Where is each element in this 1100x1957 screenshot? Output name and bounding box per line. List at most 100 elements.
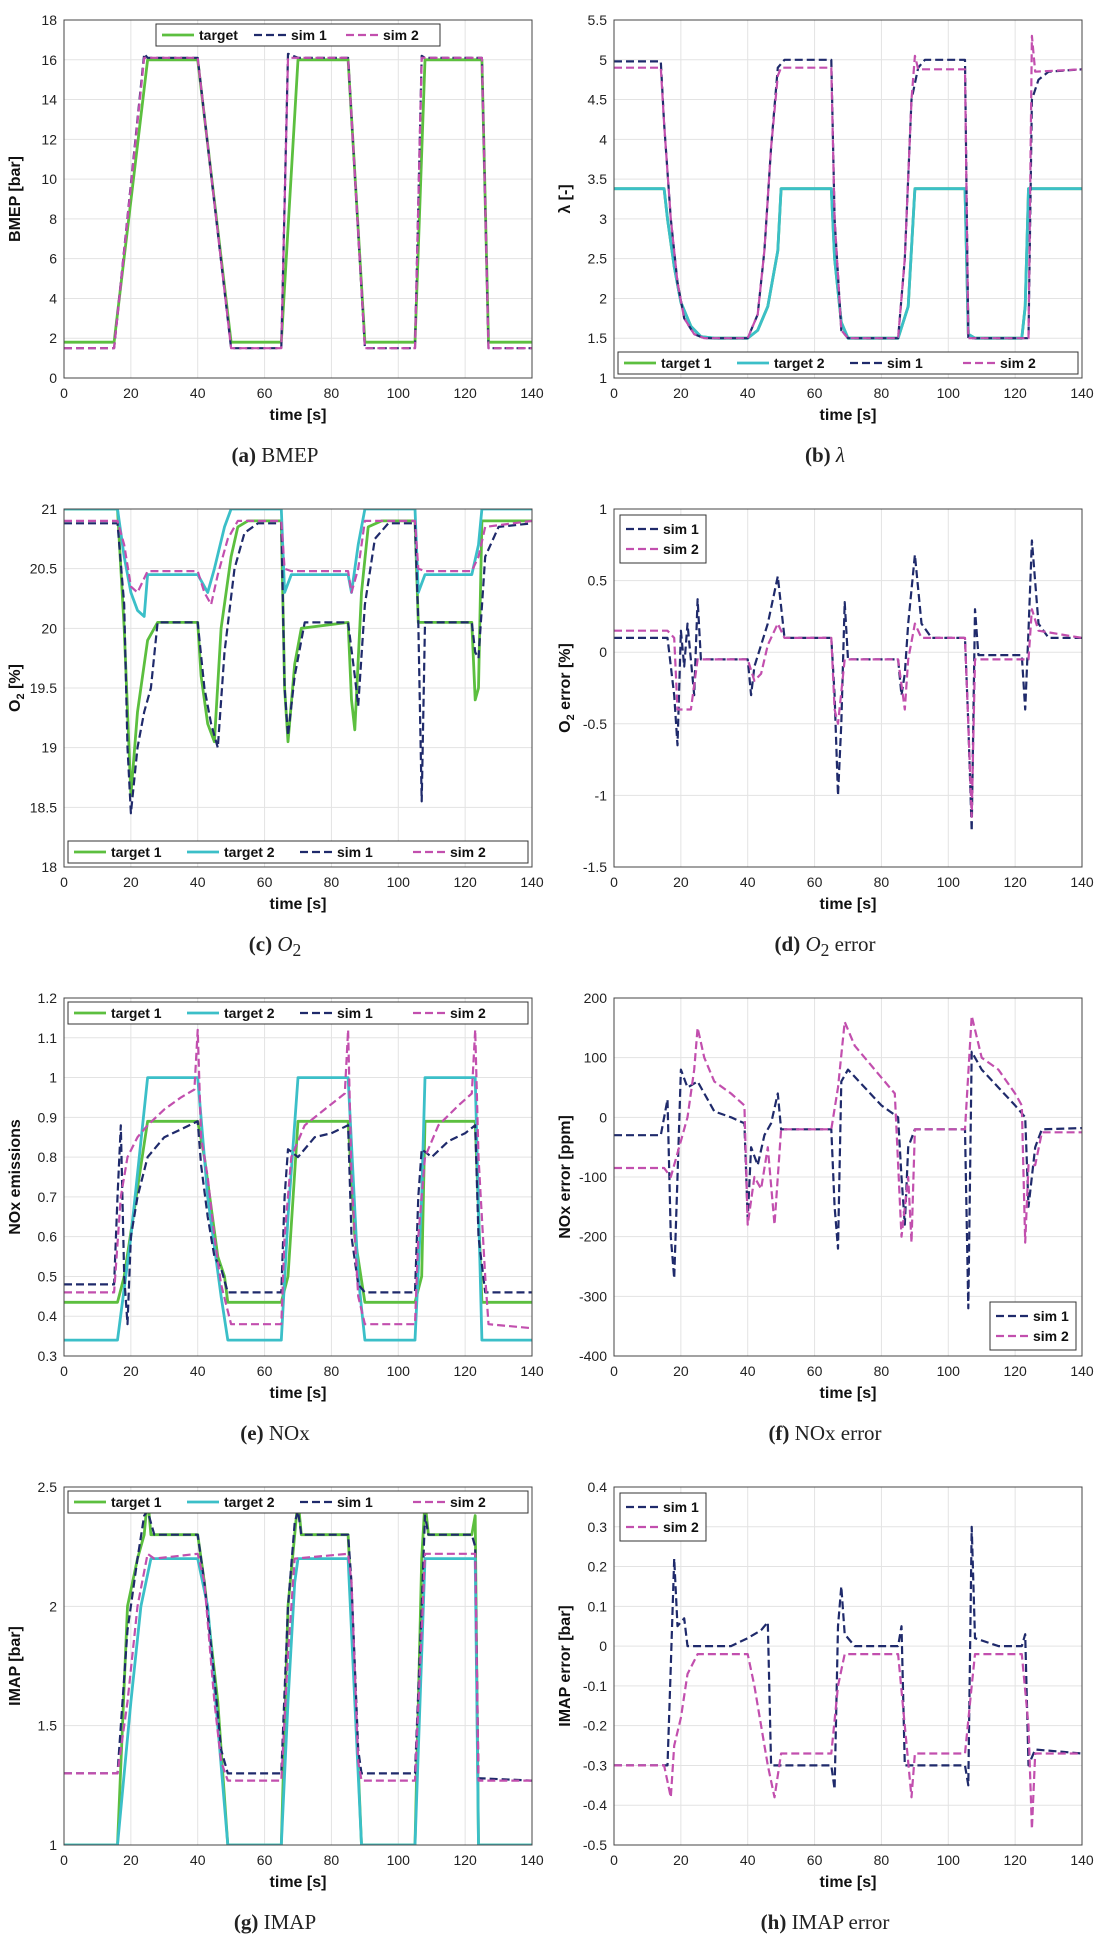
x-tick-label: 40 [740, 874, 756, 890]
y-tick-label: 20 [41, 620, 57, 636]
caption-letter: (b) [804, 443, 831, 467]
x-tick-label: 140 [1070, 874, 1094, 890]
x-tick-label: 80 [324, 385, 340, 401]
chart-imap: 0 20 40 60 80 100 120 140 1 1.5 2 2.5 time [s] IMAP [… [7, 1479, 544, 1891]
y-tick-label: 0.4 [38, 1308, 58, 1324]
x-tick-label: 0 [610, 1852, 618, 1868]
series-line-sim-2 [64, 1028, 532, 1330]
caption-o2: (c) O2 [0, 932, 550, 961]
series-line-target-2 [64, 1557, 532, 1845]
legend-label: target 1 [111, 1494, 162, 1510]
x-tick-label: 120 [453, 1852, 477, 1868]
legend: target 1 target 2 sim 1 sim 2 [67, 840, 529, 864]
legend-label: sim 2 [383, 27, 419, 43]
legend-label: target 2 [774, 355, 825, 371]
y-tick-label: 12 [41, 131, 57, 147]
y-tick-label: 1.1 [38, 1030, 58, 1046]
caption-bmep: (a) BMEP [0, 443, 550, 468]
x-tick-label: 0 [610, 385, 618, 401]
y-tick-label: 200 [584, 990, 608, 1006]
x-tick-label: 100 [937, 1363, 961, 1379]
y-tick-label: 0 [49, 370, 57, 386]
legend-label: target 1 [661, 355, 712, 371]
series-line-sim-2 [64, 1552, 532, 1782]
y-tick-label: 0.1 [588, 1598, 608, 1614]
x-tick-label: 80 [874, 1852, 890, 1868]
x-tick-label: 20 [123, 1852, 139, 1868]
x-tick-label: 40 [740, 1363, 756, 1379]
y-tick-label: -400 [579, 1348, 607, 1364]
x-tick-label: 60 [257, 874, 273, 890]
legend-box [619, 514, 707, 564]
caption-text: NOx error [794, 1421, 882, 1445]
x-tick-label: 0 [60, 874, 68, 890]
y-tick-label: 4 [49, 290, 57, 306]
y-tick-label: 2 [49, 330, 57, 346]
y-tick-label: -300 [579, 1288, 607, 1304]
legend-box [617, 351, 1079, 375]
chart-o2-error: 0 20 40 60 80 100 120 140 -1.5 -1 -0.5 0 0.5 1 time [s… [557, 501, 1094, 913]
series-line-sim-2 [614, 608, 1082, 818]
chart-bmep: 0 20 40 60 80 100 120 140 0 2 4 6 8 10 12 14 16 18 time [s… [7, 12, 544, 424]
x-axis-label: time [s] [270, 896, 327, 913]
legend-label: sim 1 [337, 1005, 373, 1021]
series-group [64, 1028, 532, 1342]
series-line-target-2 [64, 509, 532, 618]
chart-lambda: 0 20 40 60 80 100 120 140 1 1.5 2 2.5 3 3.5 4 4.5 5 5.5 ti… [557, 12, 1094, 424]
legend-label: sim 1 [663, 1499, 699, 1515]
legend: sim 1 sim 2 [619, 514, 707, 564]
legend-label: sim 1 [1033, 1308, 1069, 1324]
y-tick-label: 0.4 [588, 1479, 608, 1495]
panel-nox-error: 0 20 40 60 80 100 120 140 -400 -300 -200 -100 0 100 20… [550, 978, 1100, 1467]
legend: sim 1 sim 2 [619, 1492, 707, 1542]
series-line-sim-1 [614, 539, 1082, 833]
y-axis-label: O2 error [%] [557, 643, 577, 733]
axes-box [63, 1486, 533, 1846]
series-line-target-2 [64, 1076, 532, 1342]
x-tick-label: 100 [937, 1852, 961, 1868]
y-tick-label: -0.5 [583, 716, 607, 732]
x-tick-label: 0 [60, 1363, 68, 1379]
axes-box [613, 19, 1083, 379]
axes-box [613, 508, 1083, 868]
caption-sub: 2 [820, 940, 830, 961]
series-group [614, 34, 1082, 340]
panel-o2: 0 20 40 60 80 100 120 140 18 18.5 19 19.5 20 20.5 21 ti… [0, 489, 550, 978]
legend-label: sim 2 [663, 541, 699, 557]
y-tick-label: 0.5 [588, 573, 608, 589]
y-tick-label: 3.5 [588, 171, 608, 187]
legend: target sim 1 sim 2 [155, 23, 441, 47]
x-axis-label: time [s] [820, 1385, 877, 1402]
x-tick-label: 40 [190, 1363, 206, 1379]
plot-background [614, 509, 1082, 867]
axes-box [63, 997, 533, 1357]
x-tick-label: 100 [937, 385, 961, 401]
caption-imap: (g) IMAP [0, 1910, 550, 1935]
x-tick-label: 80 [874, 874, 890, 890]
legend-label: sim 1 [291, 27, 327, 43]
x-tick-label: 60 [257, 1852, 273, 1868]
x-tick-label: 80 [874, 1363, 890, 1379]
legend-label: target 2 [224, 844, 275, 860]
y-tick-label: -0.2 [583, 1718, 607, 1734]
y-tick-label: 0.3 [38, 1348, 58, 1364]
caption-text: O [277, 932, 293, 956]
caption-text: IMAP error [791, 1910, 890, 1934]
x-tick-label: 40 [190, 874, 206, 890]
y-tick-label: 1.5 [588, 330, 608, 346]
x-tick-label: 100 [387, 385, 411, 401]
y-axis-label: NOx emissions [7, 1119, 24, 1235]
y-tick-label: 20.5 [30, 561, 57, 577]
panel-bmep: 0 20 40 60 80 100 120 140 0 2 4 6 8 10 12 14 16 18 time [s… [0, 0, 550, 489]
legend-label: target 2 [224, 1005, 275, 1021]
x-tick-label: 20 [123, 1363, 139, 1379]
y-tick-label: 2 [599, 290, 607, 306]
caption-letter: (f) [768, 1421, 790, 1445]
caption-letter: (a) [231, 443, 257, 467]
y-tick-label: 2.5 [588, 251, 608, 267]
panel-lambda: 0 20 40 60 80 100 120 140 1 1.5 2 2.5 3 3.5 4 4.5 5 5.5 ti… [550, 0, 1100, 489]
chart-imap-error: 0 20 40 60 80 100 120 140 -0.5 -0.4 -0.3 -0.2 -0.1 0 0… [557, 1479, 1094, 1891]
legend-box [989, 1301, 1077, 1351]
y-tick-label: 4 [599, 131, 607, 147]
legend-label: sim 2 [450, 1005, 486, 1021]
